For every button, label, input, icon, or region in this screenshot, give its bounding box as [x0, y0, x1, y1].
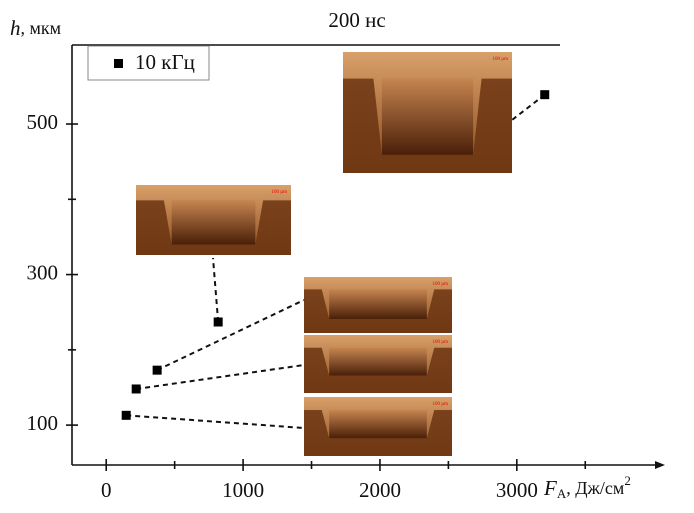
x-tick-label: 0 [101, 478, 112, 502]
legend-marker [114, 59, 123, 68]
y-axis-label: h, мкм [10, 16, 61, 40]
y-tick-label: 100 [27, 411, 59, 435]
inset-pit [329, 289, 427, 319]
x-axis-label: FA, Дж/см2 [543, 473, 631, 501]
inset-scale-label: 100 µm [492, 57, 508, 62]
inset-pit [329, 410, 427, 438]
x-tick-label: 3000 [496, 478, 538, 502]
data-point [214, 317, 223, 326]
chart: 200 нс h, мкм FA, Дж/см2 0 1000 2000 3000 10… [0, 0, 694, 513]
x-tick-label: 2000 [359, 478, 401, 502]
inset-scale-label: 100 µm [271, 190, 287, 195]
data-point [122, 411, 131, 420]
inset-scale-label: 100 µm [432, 340, 448, 345]
inset-scale-label: 100 µm [432, 282, 448, 287]
inset-image: 100 µm [304, 397, 452, 456]
legend: 10 кГц [88, 46, 209, 80]
data-point [132, 384, 141, 393]
inset-scale-label: 100 µm [432, 402, 448, 407]
leader-line [157, 300, 304, 370]
leader-line [512, 95, 545, 120]
data-point [153, 366, 162, 375]
x-tick-label: 1000 [222, 478, 264, 502]
data-point [540, 90, 549, 99]
x-axis-arrow [655, 461, 665, 469]
chart-title: 200 нс [328, 8, 385, 32]
inset-pit [329, 348, 427, 376]
leader-line [213, 258, 218, 322]
y-tick-label: 500 [27, 110, 59, 134]
inset-pit [382, 79, 473, 155]
leader-line [126, 415, 304, 428]
inset-image: 100 µm [343, 52, 512, 173]
y-tick-label: 300 [27, 260, 59, 284]
inset-image: 100 µm [304, 335, 452, 393]
inset-pit [172, 200, 256, 244]
inset-image: 100 µm [304, 277, 452, 333]
legend-label: 10 кГц [135, 50, 195, 74]
inset-image: 100 µm [136, 185, 291, 255]
